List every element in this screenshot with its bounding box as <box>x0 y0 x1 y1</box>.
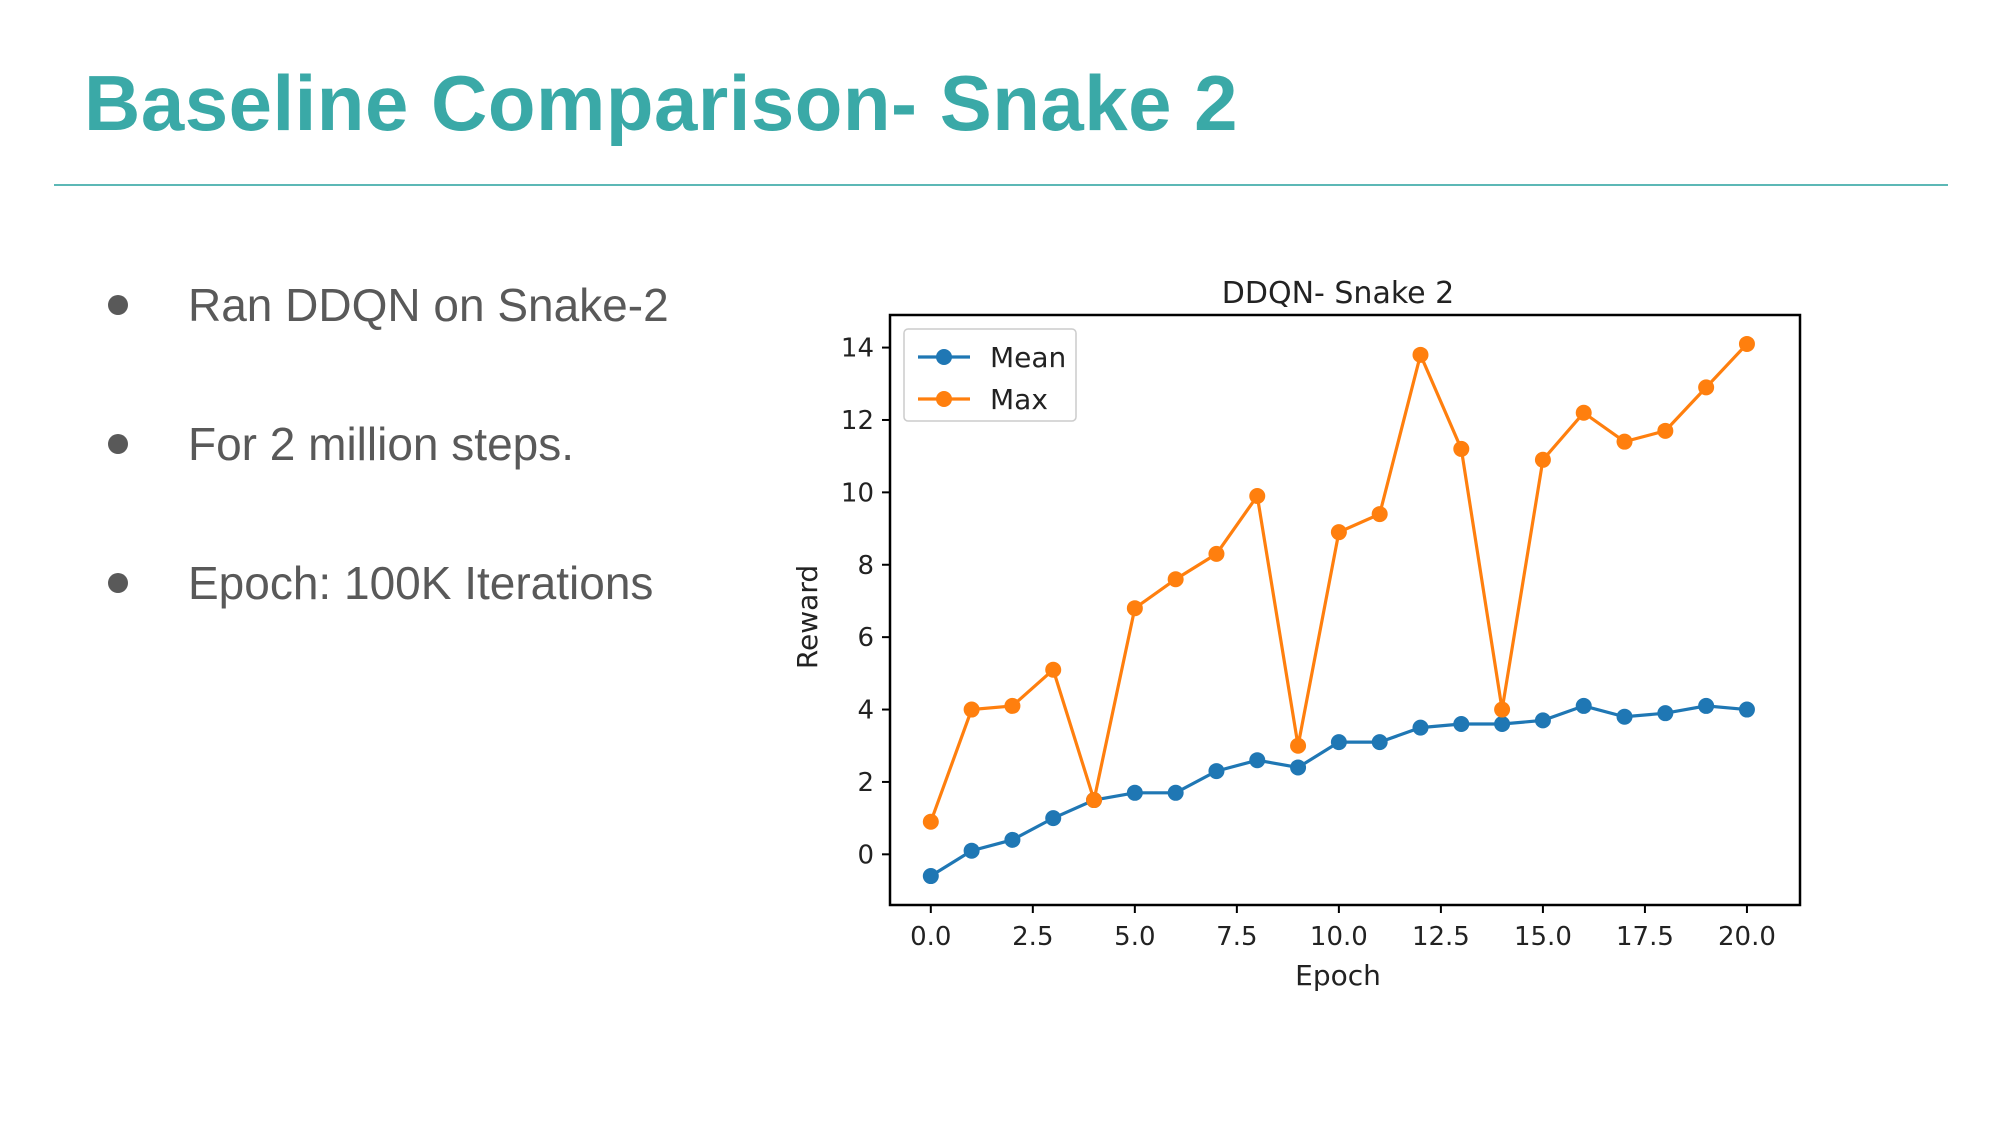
axes-frame <box>888 313 1802 907</box>
y-tick-label: 2 <box>857 768 874 798</box>
chart-container: DDQN- Snake 2 0.0 2.5 5.0 7.5 10.0 12.5 15.0 17… <box>770 255 1830 1015</box>
title-divider <box>54 184 1948 186</box>
bullet-text: Ran DDQN on Snake-2 <box>188 279 669 331</box>
data-point-mean <box>1330 734 1347 751</box>
x-tick-label: 2.5 <box>1012 922 1053 952</box>
plot-area: 0.0 2.5 5.0 7.5 10.0 12.5 15.0 17.5 20.0 0 2 4 6 8 10 1… <box>841 313 1802 952</box>
data-point-mean <box>1249 752 1266 769</box>
data-point-mean <box>1045 810 1062 827</box>
chart-title: DDQN- Snake 2 <box>1222 276 1454 311</box>
bullet-item: Ran DDQN on Snake-2 <box>108 268 669 342</box>
y-axis-label: Reward <box>791 565 824 669</box>
data-point-max <box>1045 661 1062 678</box>
data-point-mean <box>922 868 939 885</box>
data-point-max <box>1412 346 1429 363</box>
data-point-mean <box>1412 719 1429 736</box>
y-tick-label: 8 <box>857 551 874 581</box>
y-tick-label: 12 <box>841 406 874 436</box>
bullet-dot-icon <box>108 573 128 593</box>
data-point-max <box>1126 600 1143 617</box>
data-point-mean <box>1167 784 1184 801</box>
data-point-mean <box>963 842 980 859</box>
data-point-max <box>1330 524 1347 541</box>
x-tick-label: 15.0 <box>1514 922 1572 952</box>
x-tick-label: 0.0 <box>910 922 951 952</box>
data-point-max <box>922 813 939 830</box>
x-tick-label: 10.0 <box>1310 922 1368 952</box>
data-point-mean <box>1126 784 1143 801</box>
data-point-mean <box>1290 759 1307 776</box>
bullet-dot-icon <box>108 434 128 454</box>
data-point-mean <box>1575 697 1592 714</box>
data-point-max <box>1290 737 1307 754</box>
slide-title: Baseline Comparison- Snake 2 <box>84 59 1239 147</box>
data-point-max <box>1004 697 1021 714</box>
data-point-max <box>1738 335 1755 352</box>
data-point-max <box>963 701 980 718</box>
bullet-list: Ran DDQN on Snake-2 For 2 million steps.… <box>108 268 669 685</box>
data-point-max <box>1575 404 1592 421</box>
data-point-max <box>1616 433 1633 450</box>
x-tick-label: 20.0 <box>1718 922 1776 952</box>
x-tick-label: 17.5 <box>1616 922 1674 952</box>
bullet-text: For 2 million steps. <box>188 418 575 470</box>
data-point-mean <box>1453 716 1470 733</box>
bullet-item: Epoch: 100K Iterations <box>108 546 669 620</box>
x-tick-label: 7.5 <box>1216 922 1257 952</box>
bullet-dot-icon <box>108 295 128 315</box>
data-point-max <box>1534 451 1551 468</box>
line-chart: DDQN- Snake 2 0.0 2.5 5.0 7.5 10.0 12.5 15.0 17… <box>791 276 1802 992</box>
chart-legend: Mean Max <box>903 328 1077 422</box>
data-point-max <box>1371 506 1388 523</box>
legend-label-max: Max <box>990 383 1048 416</box>
data-point-mean <box>1698 697 1715 714</box>
legend-marker-mean <box>936 349 952 365</box>
data-point-max <box>1208 545 1225 562</box>
bullet-item: For 2 million steps. <box>108 407 669 481</box>
legend-label-mean: Mean <box>990 341 1066 374</box>
data-point-mean <box>1534 712 1551 729</box>
data-point-max <box>1698 379 1715 396</box>
legend-marker-max <box>936 391 952 407</box>
y-tick-label: 6 <box>857 623 874 653</box>
data-point-max <box>1086 792 1103 809</box>
x-tick-label: 5.0 <box>1114 922 1155 952</box>
data-point-mean <box>1738 701 1755 718</box>
x-axis-label: Epoch <box>1295 959 1381 992</box>
data-point-max <box>1494 701 1511 718</box>
data-point-max <box>1453 440 1470 457</box>
data-point-mean <box>1494 716 1511 733</box>
data-point-mean <box>1208 763 1225 780</box>
y-tick-label: 10 <box>841 478 874 508</box>
data-point-mean <box>1371 734 1388 751</box>
bullet-text: Epoch: 100K Iterations <box>188 557 654 609</box>
x-tick-label: 12.5 <box>1412 922 1470 952</box>
data-point-max <box>1249 487 1266 504</box>
data-point-mean <box>1657 705 1674 722</box>
y-tick-label: 14 <box>841 334 874 364</box>
data-point-mean <box>1616 708 1633 725</box>
data-point-mean <box>1004 831 1021 848</box>
data-point-max <box>1657 422 1674 439</box>
y-tick-label: 4 <box>857 696 874 726</box>
data-point-max <box>1167 571 1184 588</box>
y-tick-label: 0 <box>857 840 874 870</box>
